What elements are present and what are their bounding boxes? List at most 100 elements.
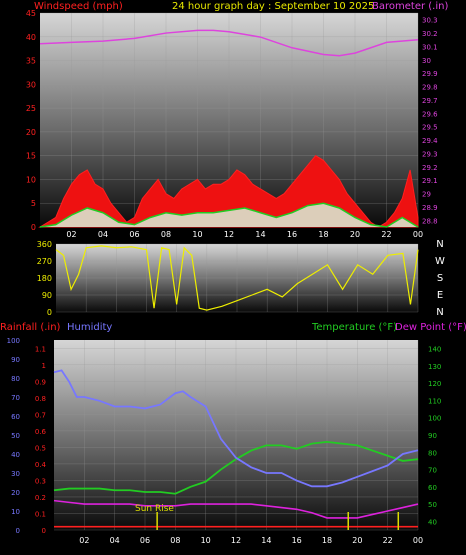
barometer-tick-label: 29.9 (422, 70, 438, 78)
direction-tick-label: 360 (37, 240, 52, 249)
direction-tick-label: 90 (42, 291, 52, 300)
barometer-tick-label: 29.4 (422, 137, 438, 145)
wind-time-tick: 16 (287, 230, 297, 239)
temperature-axis: 140 130 120 110 100 90 80 70 60 50 40 (428, 346, 441, 527)
windspeed-tick-label: 0 (31, 223, 36, 232)
humidity-tick-label: 40 (11, 451, 20, 459)
direction-axis: 360 270 180 90 0 (37, 240, 52, 317)
wind-time-tick: 14 (255, 230, 265, 239)
temperature-tick-label: 90 (428, 432, 437, 440)
wind-time-tick: 06 (129, 230, 139, 239)
temperature-tick-label: 140 (428, 346, 441, 354)
barometer-tick-label: 29.7 (422, 97, 438, 105)
windspeed-tick-label: 25 (26, 104, 36, 113)
climate-time-tick: 02 (79, 536, 89, 545)
rainfall-tick-label: 0.1 (35, 510, 46, 518)
barometer-tick-label: 30.2 (422, 30, 438, 38)
rainfall-axis: 1.1 1 0.9 0.8 0.7 0.6 0.5 0.4 0.3 0.2 0.1 0 (35, 345, 47, 535)
windspeed-tick-label: 45 (26, 9, 36, 18)
barometer-tick-label: 29.6 (422, 110, 438, 118)
climate-time-tick: 18 (322, 536, 332, 545)
wind-time-tick: 12 (224, 230, 234, 239)
climate-time-tick: 22 (383, 536, 393, 545)
compass-label: W (435, 256, 445, 267)
humidity-tick-label: 70 (11, 394, 20, 402)
windspeed-tick-label: 5 (31, 199, 36, 208)
barometer-tick-label: 30 (422, 57, 431, 65)
barometer-tick-label: 29 (422, 191, 431, 199)
compass-label: N (436, 239, 443, 250)
barometer-tick-label: 29.1 (422, 177, 438, 185)
direction-tick-label: 0 (47, 308, 52, 317)
wind-time-tick: 20 (350, 230, 360, 239)
temperature-tick-label: 130 (428, 363, 441, 371)
temperature-tick-label: 50 (428, 501, 437, 509)
windspeed-tick-label: 20 (26, 128, 36, 137)
wind-time-tick: 02 (66, 230, 76, 239)
barometer-tick-label: 29.5 (422, 124, 438, 132)
temperature-tick-label: 100 (428, 415, 441, 423)
climate-time-tick: 10 (201, 536, 211, 545)
barometer-axis: 30.3 30.2 30.1 30 29.9 29.8 29.7 29.6 29.5 29.4 29… (422, 17, 438, 226)
compass-label: E (437, 290, 443, 301)
barometer-tick-label: 30.3 (422, 17, 438, 25)
humidity-tick-label: 90 (11, 356, 20, 364)
wind-time-tick: 22 (381, 230, 391, 239)
rainfall-tick-label: 1.1 (35, 345, 46, 353)
rainfall-tick-label: 0 (42, 527, 46, 535)
dew-point-line (53, 499, 419, 519)
barometer-label: Barometer (.in) (372, 1, 448, 12)
rainfall-tick-label: 1 (42, 362, 46, 370)
rainfall-tick-label: 0.2 (35, 494, 46, 502)
climate-time-tick: 20 (352, 536, 362, 545)
barometer-tick-label: 30.1 (422, 43, 438, 51)
dew-point-label: Dew Point (°F) (395, 322, 466, 333)
rainfall-tick-label: 0.7 (35, 411, 46, 419)
wind-time-tick: 00 (413, 230, 423, 239)
temperature-label: Temperature (°F) (311, 322, 397, 333)
climate-time-tick: 04 (110, 536, 120, 545)
temperature-tick-label: 110 (428, 397, 441, 405)
climate-time-tick: 12 (231, 536, 241, 545)
compass-label: S (437, 273, 443, 284)
windspeed-tick-label: 35 (26, 57, 36, 66)
humidity-label: Humidity (67, 322, 112, 333)
wind-time-tick: 18 (318, 230, 328, 239)
climate-time-axis: 02 04 06 08 10 12 14 16 18 20 22 00 (79, 536, 423, 545)
rainfall-tick-label: 0.6 (35, 428, 47, 436)
humidity-tick-label: 60 (11, 413, 20, 421)
barometer-line (39, 29, 419, 57)
wind-direction-line (55, 245, 419, 311)
humidity-tick-label: 80 (11, 375, 20, 383)
temperature-tick-label: 80 (428, 449, 437, 457)
humidity-line (53, 369, 419, 488)
humidity-tick-label: 0 (16, 527, 20, 535)
wind-average-line (39, 202, 419, 228)
rainfall-label: Rainfall (.in) (0, 322, 61, 333)
windspeed-axis: 45 40 35 30 25 20 15 10 5 0 (26, 9, 36, 232)
windspeed-tick-label: 15 (26, 152, 36, 161)
compass-label: N (436, 307, 443, 318)
barometer-tick-label: 28.9 (422, 204, 438, 212)
rainfall-tick-label: 0.9 (35, 378, 46, 386)
climate-time-tick: 06 (140, 536, 150, 545)
direction-tick-label: 180 (37, 274, 52, 283)
barometer-tick-label: 29.3 (422, 150, 438, 158)
barometer-tick-label: 29.8 (422, 84, 438, 92)
humidity-tick-label: 20 (11, 489, 20, 497)
windspeed-tick-label: 30 (26, 80, 36, 89)
graph-title: 24 hour graph day : September 10 2025 (172, 1, 374, 12)
windspeed-tick-label: 40 (26, 33, 36, 42)
wind-time-axis: 02 04 06 08 10 12 14 16 18 20 22 00 (66, 230, 423, 239)
temperature-tick-label: 70 (428, 467, 437, 475)
climate-time-tick: 08 (170, 536, 180, 545)
rainfall-tick-label: 0.8 (35, 395, 46, 403)
barometer-tick-label: 29.2 (422, 164, 438, 172)
barometer-tick-label: 28.8 (422, 217, 438, 225)
humidity-tick-label: 30 (11, 470, 20, 478)
humidity-tick-label: 10 (11, 508, 20, 516)
humidity-tick-label: 50 (11, 432, 20, 440)
